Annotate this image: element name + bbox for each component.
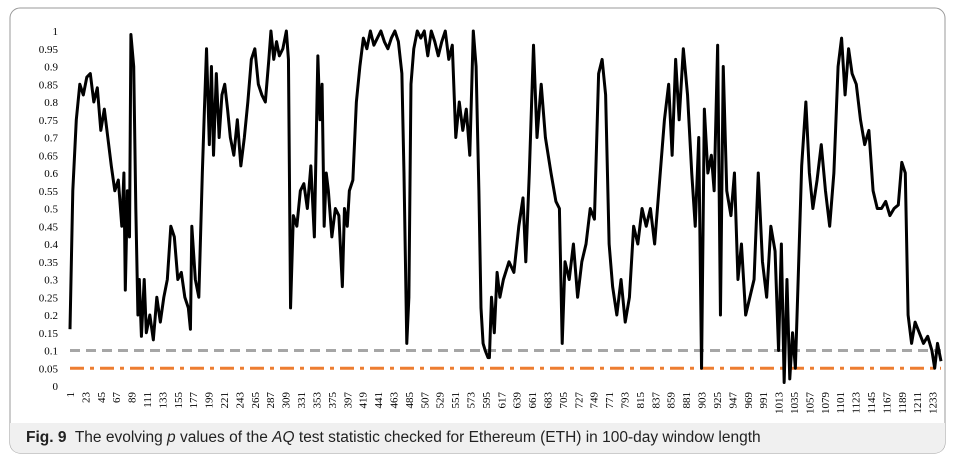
caption: Fig. 9 The evolving p values of the AQ t… [10,423,945,453]
data-line [68,29,943,384]
caption-text: AQ [272,429,295,446]
caption-label: Fig. 9 [26,429,67,446]
x-tick-label: 463 [388,392,400,409]
x-tick-label: 771 [604,392,616,409]
y-tick-label: 0.15 [39,328,59,340]
y-tick-label: 0.85 [39,79,59,91]
y-tick-label: 0.4 [44,239,58,251]
caption-text: p [167,429,176,446]
y-tick-label: 0.25 [39,292,59,304]
y-tick-label: 0.5 [44,204,58,216]
x-tick-label: 837 [650,392,662,409]
x-tick-label: 727 [573,392,585,409]
x-tick-label: 155 [173,392,185,409]
caption-text: The evolving [74,429,168,446]
x-tick-label: 881 [681,392,693,409]
x-tick-label: 749 [589,392,601,409]
x-tick-label: 1123 [851,392,863,414]
x-tick-label: 1035 [789,392,801,415]
x-tick-label: 1057 [804,392,816,415]
frame [9,7,946,454]
x-tick-label: 1079 [820,392,832,415]
x-tick-label: 1101 [835,392,847,414]
y-tick-label: 0.2 [44,310,58,322]
x-tick-label: 969 [743,392,755,409]
x-tick-label: 23 [80,392,92,404]
x-tick-label: 1233 [928,392,940,415]
y-tick-label: 0.3 [44,275,58,287]
x-tick-label: 573 [465,392,477,409]
x-tick-label: 683 [543,392,555,409]
x-tick-label: 661 [527,392,539,409]
x-tick-label: 177 [188,392,200,409]
x-tick-label: 485 [404,392,416,409]
x-tick-label: 639 [512,392,524,409]
x-tick-label: 1 [65,392,77,398]
y-tick-label: 0.9 [44,62,58,74]
x-tick-label: 903 [697,392,709,409]
x-tick-label: 199 [204,392,216,409]
x-tick-label: 111 [142,392,154,408]
y-tick-label: 0.6 [44,168,58,180]
x-tick-label: 793 [620,392,632,409]
x-tick-label: 265 [250,392,262,409]
x-tick-label: 331 [296,392,308,409]
x-tick-label: 507 [419,392,431,409]
y-tick-label: 0 [53,381,59,393]
x-tick-label: 419 [358,392,370,409]
x-tick-label: 243 [234,392,246,409]
x-tick-label: 1013 [774,392,786,415]
x-tick-label: 221 [219,392,231,409]
x-tick-label: 705 [558,392,570,409]
y-tick-label: 0.45 [39,221,59,233]
caption-text: values of the [175,429,273,446]
x-tick-label: 375 [327,392,339,409]
x-tick-label: 1145 [866,392,878,414]
x-tick-label: 1211 [912,392,924,414]
x-tick-label: 815 [635,392,647,409]
x-tick-label: 991 [758,392,770,409]
x-tick-label: 551 [450,392,462,409]
y-tick-label: 0.35 [39,257,59,269]
y-tick-label: 0.75 [39,115,59,127]
x-tick-label: 947 [727,392,739,409]
x-tick-label: 45 [96,392,108,404]
x-tick-label: 309 [281,392,293,409]
x-tick-label: 353 [311,392,323,409]
y-tick-label: 0.7 [44,133,58,145]
x-tick-label: 925 [712,392,724,409]
y-tick-label: 0.95 [39,44,59,56]
x-tick-label: 1189 [897,392,909,414]
caption-text: test statistic checked for Ethereum (ETH… [294,429,761,446]
x-tick-label: 859 [666,392,678,409]
y-tick-label: 0.55 [39,186,59,198]
y-tick-label: 0.1 [44,346,58,358]
y-tick-label: 1 [53,26,59,38]
x-tick-label: 89 [127,392,139,404]
x-tick-label: 595 [481,392,493,409]
y-tick-label: 0.8 [44,97,58,109]
x-tick-label: 67 [111,392,123,404]
y-tick-label: 0.05 [39,363,59,375]
x-tick-label: 529 [435,392,447,409]
x-tick-label: 397 [342,392,354,409]
x-tick-label: 617 [496,392,508,409]
x-tick-label: 1167 [881,392,893,414]
x-tick-label: 133 [157,392,169,409]
x-tick-label: 287 [265,392,277,409]
y-tick-label: 0.65 [39,150,59,162]
x-tick-label: 441 [373,392,385,409]
